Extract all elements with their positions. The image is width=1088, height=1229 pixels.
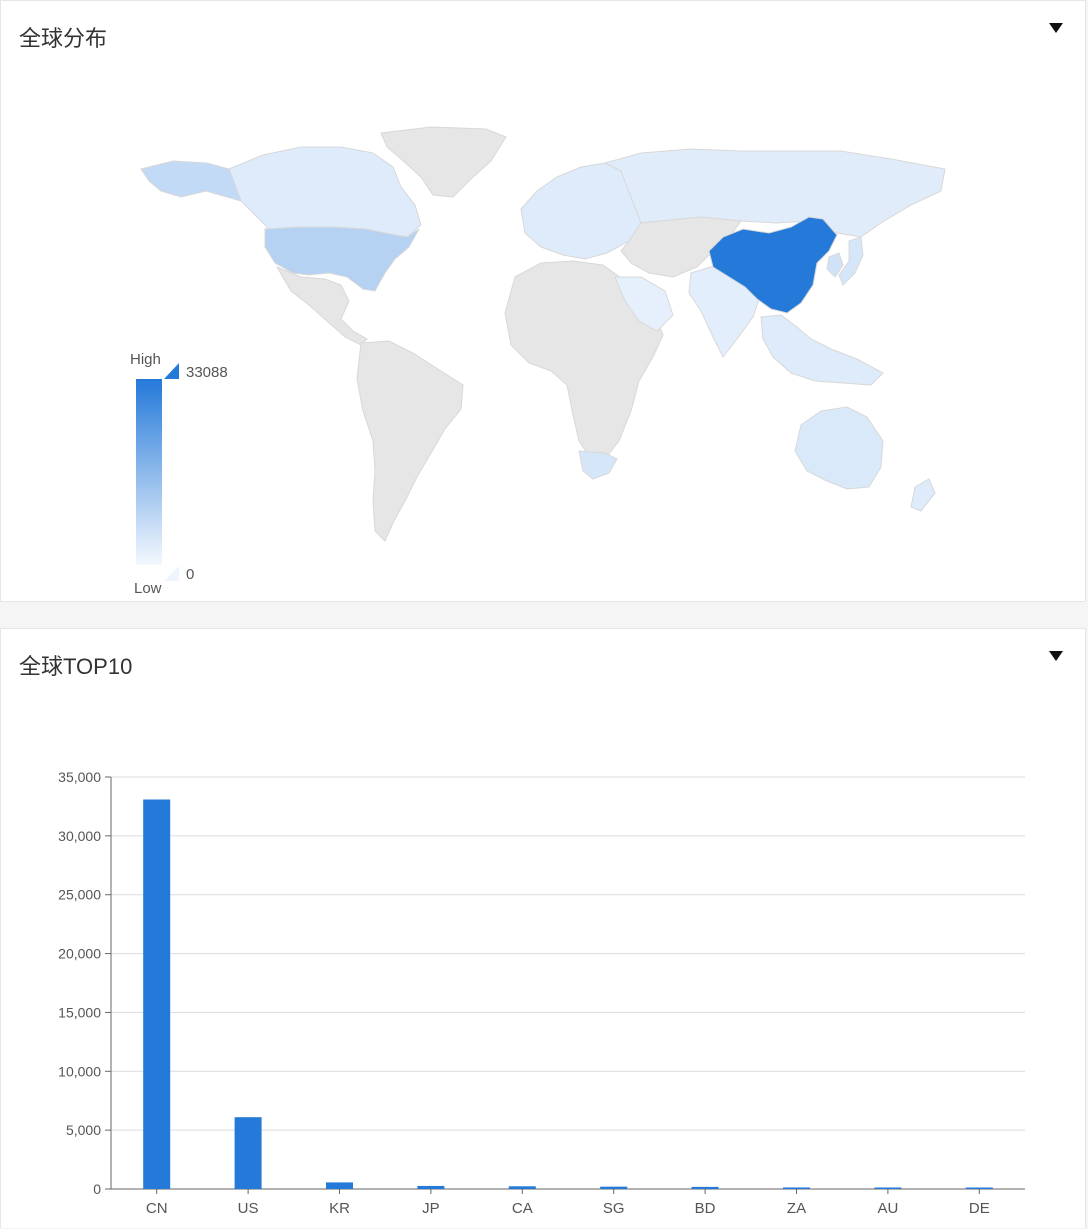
map-region-central-asia[interactable] bbox=[620, 216, 742, 278]
legend-max-value: 33088 bbox=[186, 364, 228, 381]
x-tick-label: ZA bbox=[787, 1200, 806, 1217]
bar-za[interactable] bbox=[783, 1187, 810, 1189]
x-tick-label: DE bbox=[969, 1200, 990, 1217]
map-region-central-america[interactable] bbox=[275, 265, 368, 346]
legend-high-label: High bbox=[130, 351, 161, 368]
map-panel-title: 全球分布 bbox=[19, 26, 108, 51]
y-tick-label: 15,000 bbox=[58, 1004, 101, 1020]
y-tick-label: 0 bbox=[93, 1181, 101, 1197]
map-region-africa[interactable] bbox=[504, 260, 664, 460]
bar-de[interactable] bbox=[965, 1187, 993, 1190]
x-tick-label: KR bbox=[329, 1200, 350, 1217]
map-region-australia[interactable] bbox=[794, 406, 884, 490]
legend-low-label: Low bbox=[134, 580, 162, 597]
bar-cn[interactable] bbox=[143, 799, 171, 1189]
x-tick-label: JP bbox=[422, 1200, 440, 1217]
map-region-arabia[interactable] bbox=[614, 276, 674, 332]
map-region-south-america[interactable] bbox=[356, 340, 464, 542]
legend-gradient-bar[interactable] bbox=[136, 379, 162, 565]
legend-max-handle-icon[interactable] bbox=[164, 363, 179, 379]
bar-us[interactable] bbox=[234, 1117, 262, 1189]
bar-panel-title: 全球TOP10 bbox=[19, 654, 133, 679]
map-region-new-zealand[interactable] bbox=[910, 478, 936, 512]
y-tick-label: 20,000 bbox=[58, 946, 101, 962]
x-tick-label: CN bbox=[146, 1200, 168, 1217]
x-tick-label: CA bbox=[512, 1200, 533, 1217]
map-region-united-states[interactable] bbox=[264, 226, 420, 292]
world-map[interactable]: High 33088 0 Low bbox=[1, 1, 1087, 601]
map-region-south-africa[interactable] bbox=[578, 450, 618, 480]
x-tick-label: US bbox=[238, 1200, 259, 1217]
bar-kr[interactable] bbox=[326, 1182, 353, 1189]
x-tick-label: AU bbox=[877, 1200, 898, 1217]
bar-bd[interactable] bbox=[691, 1186, 719, 1189]
y-tick-label: 10,000 bbox=[58, 1063, 101, 1079]
bar-panel-toggle-icon[interactable] bbox=[1049, 651, 1063, 661]
map-region-alaska[interactable] bbox=[140, 160, 242, 202]
y-tick-label: 5,000 bbox=[66, 1122, 101, 1138]
map-region-greenland[interactable] bbox=[380, 126, 507, 198]
map-panel: 全球分布 bbox=[0, 0, 1086, 602]
map-region-canada[interactable] bbox=[228, 146, 422, 238]
map-region-southeast-asia[interactable] bbox=[760, 314, 884, 386]
top10-bar-chart: 0 5,000 10,000 15,000 20,000 25,000 30,000 35,0… bbox=[58, 769, 1025, 1217]
y-tick-label: 25,000 bbox=[58, 887, 101, 903]
map-region-china[interactable] bbox=[708, 216, 838, 314]
x-tick-label: SG bbox=[603, 1200, 625, 1217]
bar-sg[interactable] bbox=[600, 1186, 628, 1189]
bar-jp[interactable] bbox=[417, 1185, 445, 1189]
map-panel-toggle-icon[interactable] bbox=[1049, 23, 1063, 33]
map-legend: High 33088 0 Low bbox=[130, 351, 228, 597]
y-tick-label: 30,000 bbox=[58, 828, 101, 844]
x-tick-label: BD bbox=[695, 1200, 716, 1217]
legend-min-value: 0 bbox=[186, 566, 194, 583]
bar-au[interactable] bbox=[874, 1187, 902, 1190]
bar-panel: 全球TOP10 0 5,000 10,000 15,000 20,000 25,000 30… bbox=[0, 628, 1086, 1228]
map-region-japan[interactable] bbox=[838, 236, 864, 286]
y-tick-label: 35,000 bbox=[58, 769, 101, 785]
legend-min-handle-icon[interactable] bbox=[164, 566, 179, 581]
map-region-korea[interactable] bbox=[826, 252, 844, 278]
bar-ca[interactable] bbox=[508, 1186, 536, 1189]
